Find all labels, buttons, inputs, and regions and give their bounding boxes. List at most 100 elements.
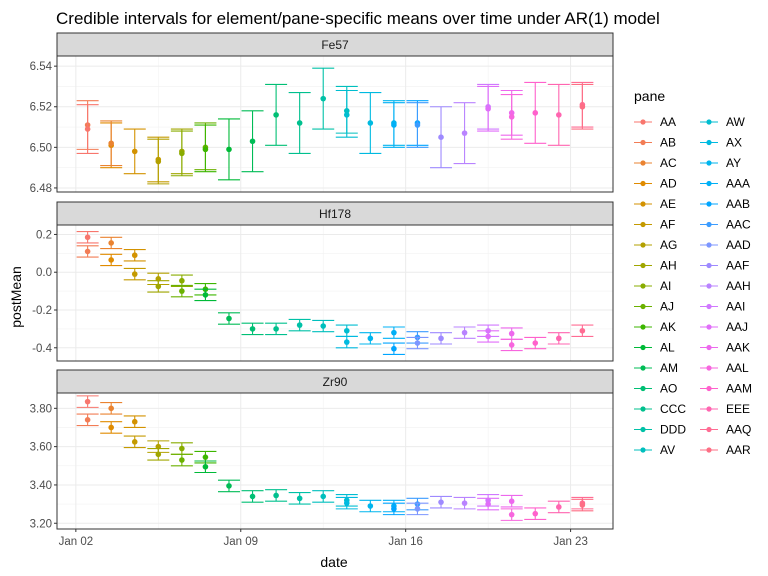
strip-label: Hf178 (319, 207, 351, 221)
legend-key-point (640, 221, 646, 228)
data-point (131, 418, 138, 425)
data-point (391, 345, 397, 352)
y-tick-label: 3.40 (30, 480, 52, 492)
legend-label: AM (660, 361, 678, 375)
data-point (84, 234, 91, 241)
legend-key-point (640, 139, 646, 146)
legend-item: AAD (700, 238, 751, 252)
legend-key-point (640, 180, 646, 187)
legend-key-point (640, 303, 646, 310)
data-point (343, 500, 350, 506)
legend-label: AD (660, 177, 677, 191)
data-point (485, 105, 491, 112)
y-axis-title: postMean (8, 266, 24, 327)
legend: pane AA AB AC AD AE AF AG AH AI AJ AK AL AM AO CCC DDD A… (634, 88, 752, 457)
legend-item: AO (634, 382, 677, 396)
data-point (532, 340, 539, 346)
data-point (508, 498, 515, 505)
data-point (532, 110, 539, 116)
legend-label: AAK (726, 341, 750, 355)
legend-key-point (706, 201, 712, 207)
legend-item: AK (634, 320, 676, 334)
legend-label: AAC (726, 218, 751, 232)
data-point (131, 252, 138, 259)
data-point (414, 340, 421, 346)
panel-background (57, 393, 613, 529)
data-point (579, 502, 586, 508)
legend-item: AH (634, 259, 677, 273)
data-point (461, 329, 468, 336)
legend-label: AH (660, 259, 677, 273)
y-tick-label: 3.20 (30, 518, 52, 530)
data-point (108, 240, 114, 246)
panel-background (57, 225, 613, 361)
legend-item: AJ (634, 300, 674, 314)
legend-key-point (640, 385, 646, 392)
legend-label: AAQ (726, 423, 751, 437)
legend-item: AAL (700, 361, 749, 375)
legend-item: AY (700, 156, 741, 170)
data-point (155, 158, 162, 165)
legend-item: AAJ (700, 320, 748, 334)
legend-label: AAL (726, 361, 749, 375)
legend-item: AL (634, 341, 675, 355)
legend-label: AAF (726, 259, 749, 273)
legend-key-point (706, 221, 712, 228)
legend-item: AG (634, 238, 677, 252)
legend-key-point (640, 426, 646, 433)
data-point (202, 463, 209, 470)
legend-label: AK (660, 320, 676, 334)
legend-label: AAD (726, 238, 751, 252)
strip-label: Fe57 (321, 38, 349, 52)
legend-label: AAJ (726, 320, 748, 334)
data-point (367, 335, 374, 342)
data-point (343, 327, 350, 334)
data-point (508, 511, 515, 518)
data-point (343, 112, 350, 118)
legend-item: AAI (700, 300, 745, 314)
x-tick-label: Jan 16 (388, 536, 423, 548)
legend-label: AG (660, 238, 677, 252)
data-point (320, 95, 327, 102)
y-tick-label: 0.0 (36, 267, 52, 279)
data-point (296, 495, 303, 502)
legend-item: AAF (700, 259, 749, 273)
legend-item: AI (634, 279, 671, 293)
legend-label: AAR (726, 443, 751, 457)
legend-key-point (640, 242, 646, 248)
legend-item: AF (634, 218, 675, 232)
legend-key-point (706, 262, 712, 269)
legend-key-point (706, 242, 712, 248)
data-point (320, 493, 327, 500)
legend-key-point (640, 119, 646, 125)
panel-fe57: Fe57 6.48 6.50 6.52 6.54 (30, 32, 614, 195)
legend-key-point (640, 283, 646, 289)
data-point (556, 112, 562, 118)
legend-item: AB (634, 136, 676, 150)
data-point (108, 140, 114, 147)
x-tick-label: Jan 09 (223, 536, 258, 548)
data-point (273, 112, 279, 118)
data-point (108, 424, 114, 431)
data-point (485, 501, 491, 507)
data-point (249, 493, 256, 500)
legend-item: AAQ (700, 423, 751, 437)
data-point (579, 327, 586, 334)
data-point (155, 451, 162, 458)
legend-key-point (640, 324, 646, 330)
y-tick-label: -0.2 (32, 305, 52, 317)
legend-label: AJ (660, 300, 674, 314)
legend-label: AC (660, 156, 677, 170)
data-point (249, 138, 256, 145)
data-point (84, 417, 91, 423)
legend-item: EEE (700, 402, 750, 416)
legend-label: DDD (660, 423, 686, 437)
data-point (579, 103, 586, 110)
legend-key-point (706, 426, 712, 433)
y-tick-label: 6.52 (30, 102, 52, 114)
legend-label: AE (660, 197, 676, 211)
legend-label: AA (660, 115, 676, 129)
legend-label: AB (660, 136, 676, 150)
data-point (131, 271, 138, 277)
